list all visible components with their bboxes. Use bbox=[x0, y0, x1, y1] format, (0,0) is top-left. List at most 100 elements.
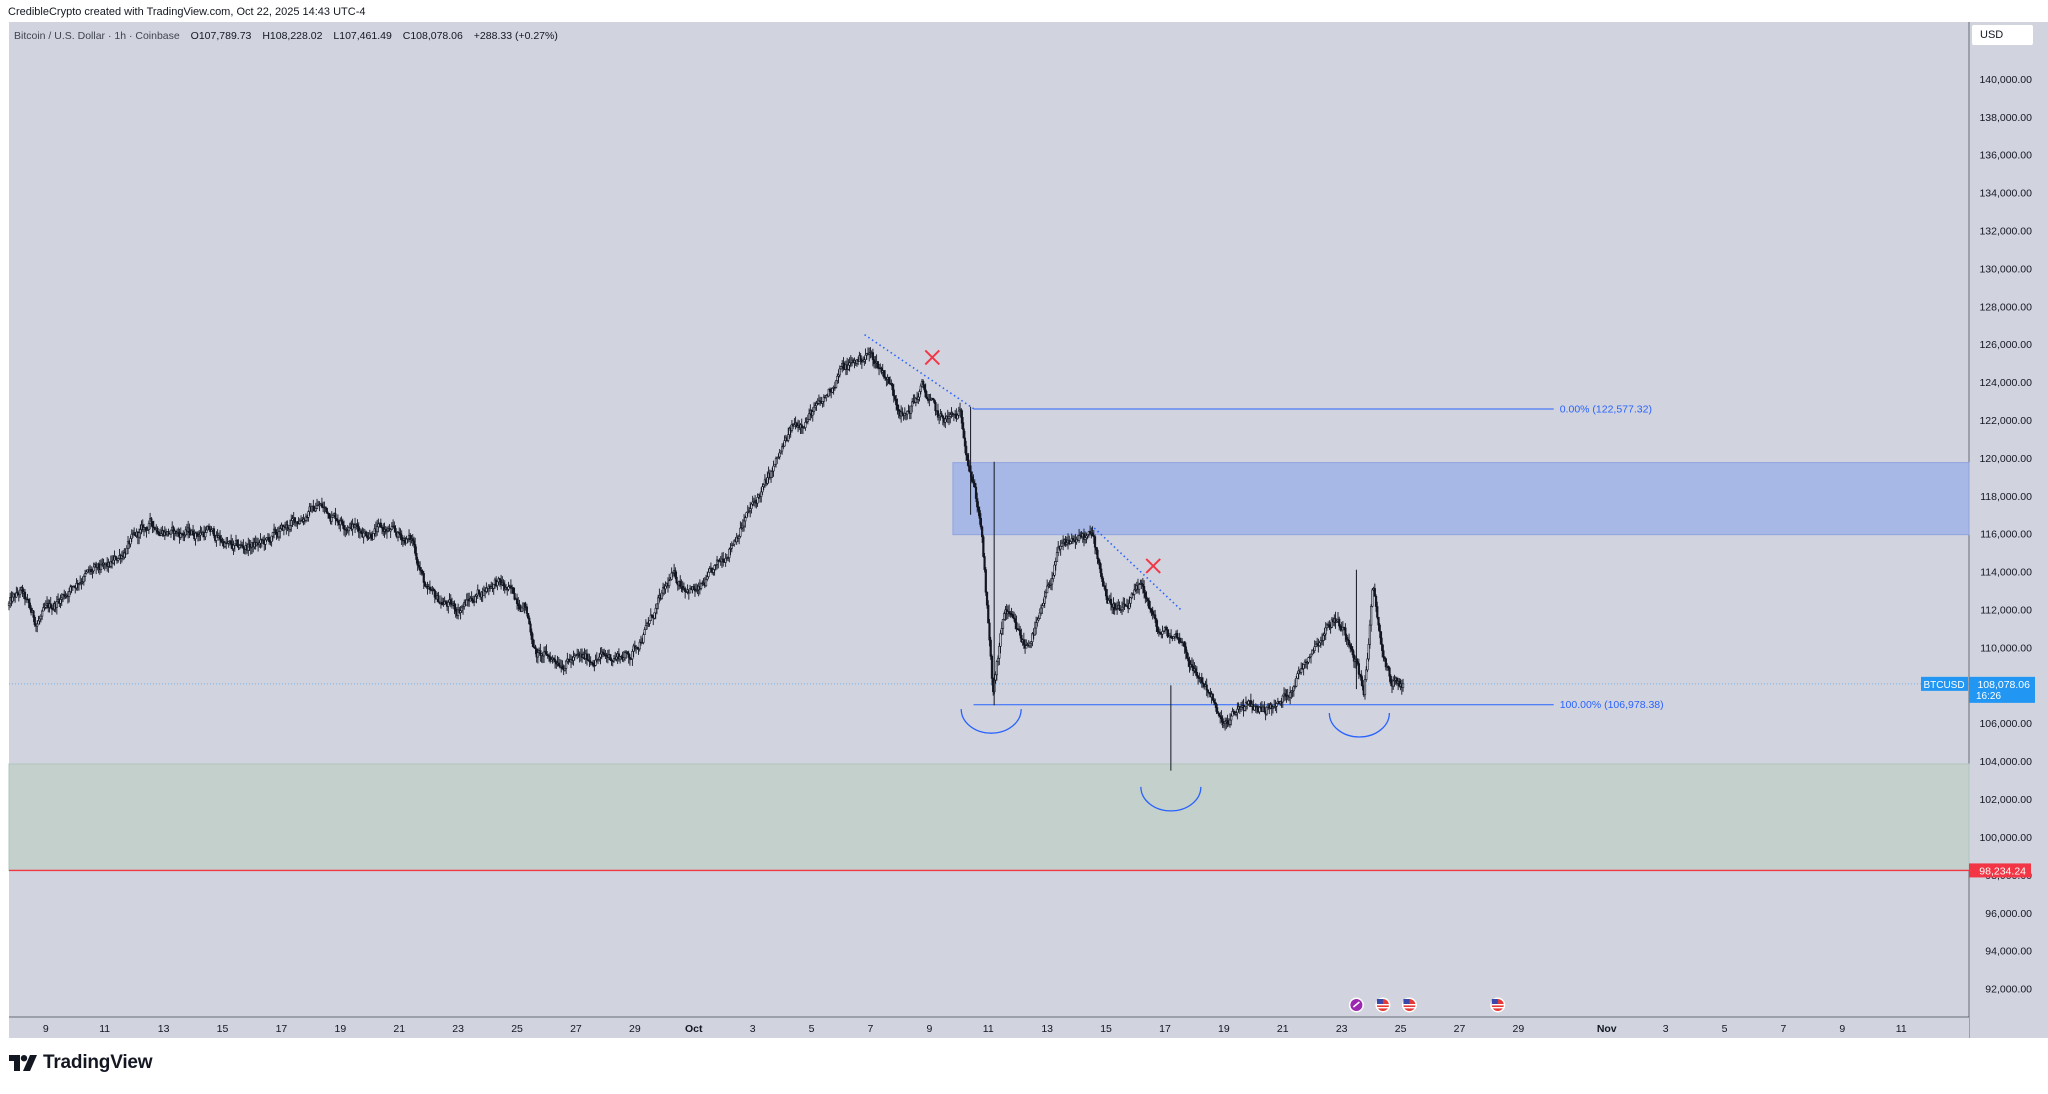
candle-body bbox=[984, 569, 987, 593]
x-tick-label: 19 bbox=[1218, 1023, 1230, 1035]
candle-body bbox=[411, 538, 414, 542]
candle-body bbox=[318, 504, 321, 506]
candle-body bbox=[977, 506, 980, 511]
fib-level-label: 100.00% (106,978.38) bbox=[1560, 699, 1664, 711]
candle-body bbox=[515, 598, 519, 604]
candle-body bbox=[706, 576, 709, 580]
x-mark-stroke bbox=[924, 349, 941, 366]
y-tick-label: 134,000.00 bbox=[1979, 188, 2032, 200]
candle-body bbox=[1230, 715, 1233, 721]
legend-open-label: O bbox=[191, 30, 199, 42]
candle-body bbox=[674, 570, 677, 578]
candle-body bbox=[207, 526, 211, 530]
candle-body bbox=[1151, 611, 1154, 615]
candle-body bbox=[1036, 619, 1039, 623]
time-axis[interactable] bbox=[9, 1017, 1969, 1038]
candle-body bbox=[944, 418, 947, 423]
us-flag-event-icon[interactable] bbox=[1374, 996, 1392, 1014]
flag-canton bbox=[1403, 999, 1410, 1004]
candle-body bbox=[1014, 618, 1017, 623]
candle-body bbox=[230, 540, 233, 545]
candle-body bbox=[966, 454, 969, 461]
candle-body bbox=[465, 599, 468, 606]
candle-body bbox=[167, 531, 170, 534]
candle-body bbox=[288, 525, 292, 530]
support-zone[interactable] bbox=[8, 763, 1970, 871]
x-tick-label: 27 bbox=[570, 1023, 582, 1035]
candle-body bbox=[421, 570, 424, 574]
candle-body bbox=[957, 410, 960, 416]
candle-body bbox=[692, 586, 695, 590]
candle-body bbox=[1020, 634, 1023, 643]
candle-body bbox=[1373, 588, 1376, 597]
arc-curve[interactable] bbox=[960, 709, 1022, 734]
candle-body bbox=[415, 552, 418, 560]
x-tick-label: 11 bbox=[99, 1023, 110, 1035]
candle-body bbox=[1104, 588, 1108, 597]
candle-body bbox=[744, 517, 747, 522]
candle-body bbox=[1313, 646, 1316, 651]
x-mark-icon[interactable] bbox=[924, 349, 941, 366]
x-tick-label: 9 bbox=[926, 1023, 932, 1035]
candle-body bbox=[909, 405, 913, 414]
candle-body bbox=[1141, 583, 1144, 587]
candle-body bbox=[11, 596, 14, 602]
candle-body bbox=[1044, 592, 1048, 598]
candle-body bbox=[422, 573, 425, 583]
us-flag-event-icon[interactable] bbox=[1400, 996, 1418, 1014]
x-tick-label: 9 bbox=[43, 1023, 49, 1035]
candle-body bbox=[342, 525, 346, 530]
candle-body bbox=[1377, 616, 1380, 626]
candle-body bbox=[32, 610, 35, 618]
tradingview-logo-text: TradingView bbox=[43, 1052, 153, 1073]
candle-body bbox=[412, 540, 416, 545]
candle-body bbox=[41, 610, 44, 617]
candle-body bbox=[433, 590, 436, 598]
candle-body bbox=[372, 533, 375, 540]
y-tick-label: 124,000.00 bbox=[1979, 377, 2032, 389]
candle-body bbox=[924, 389, 927, 398]
candle-body bbox=[684, 588, 687, 592]
candle-body bbox=[962, 428, 965, 439]
candle-body bbox=[553, 659, 557, 662]
arc-curve[interactable] bbox=[1140, 786, 1202, 812]
candle-body bbox=[565, 660, 568, 669]
candle-body bbox=[1370, 606, 1373, 626]
arc-curve[interactable] bbox=[1328, 712, 1390, 738]
candle-body bbox=[1038, 612, 1041, 619]
candle-body bbox=[1243, 706, 1246, 711]
candle-body bbox=[871, 352, 875, 360]
flag-stripe bbox=[1491, 1004, 1504, 1006]
resistance-zone[interactable] bbox=[952, 462, 1970, 536]
us-flag-event-icon[interactable] bbox=[1489, 996, 1507, 1014]
candle-body bbox=[125, 547, 128, 555]
x-tick-label: 23 bbox=[452, 1023, 464, 1035]
candle-body bbox=[668, 580, 671, 586]
x-tick-label: Nov bbox=[1597, 1023, 1617, 1035]
candle-body bbox=[1392, 680, 1395, 687]
candle-body bbox=[648, 620, 651, 624]
candle-body bbox=[157, 531, 160, 536]
candle-body bbox=[609, 654, 612, 661]
candle-body bbox=[405, 538, 408, 544]
candle-body bbox=[1050, 578, 1054, 585]
candle-body bbox=[1003, 613, 1006, 620]
x-mark-icon[interactable] bbox=[1145, 558, 1161, 574]
x-tick-label: 23 bbox=[1336, 1023, 1348, 1035]
tradingview-logo[interactable]: TradingView bbox=[9, 1050, 153, 1076]
candle-body bbox=[1211, 693, 1214, 701]
candle-body bbox=[298, 520, 301, 524]
earnings-event-icon[interactable] bbox=[1347, 996, 1365, 1014]
candle-body bbox=[1102, 581, 1105, 586]
candle-body bbox=[979, 517, 983, 528]
candle-body bbox=[1187, 657, 1190, 662]
x-tick-label: 19 bbox=[334, 1023, 346, 1035]
candle-body bbox=[1309, 653, 1313, 658]
candle-body bbox=[839, 366, 843, 370]
currency-button[interactable]: USD bbox=[1971, 24, 2034, 46]
x-tick-label: 3 bbox=[750, 1023, 756, 1035]
candle-body bbox=[150, 518, 153, 522]
candle-body bbox=[1289, 692, 1292, 698]
